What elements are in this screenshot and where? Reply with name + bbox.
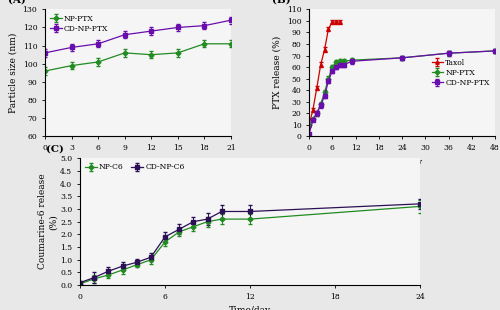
Legend: NP-C6, CD-NP-C6: NP-C6, CD-NP-C6 — [84, 162, 186, 173]
Text: (B): (B) — [272, 0, 290, 5]
Y-axis label: Particle size (nm): Particle size (nm) — [8, 33, 17, 113]
Y-axis label: PTX release (%): PTX release (%) — [272, 36, 281, 109]
Legend: Taxol, NP-PTX, CD-NP-PTX: Taxol, NP-PTX, CD-NP-PTX — [430, 57, 491, 89]
X-axis label: Time/day: Time/day — [117, 157, 159, 166]
Legend: NP-PTX, CD-NP-PTX: NP-PTX, CD-NP-PTX — [49, 13, 110, 34]
Y-axis label: Coumarine-6 release
(%): Coumarine-6 release (%) — [38, 174, 58, 269]
Text: (C): (C) — [46, 145, 64, 154]
Text: (A): (A) — [8, 0, 25, 5]
X-axis label: Time/day: Time/day — [381, 157, 423, 166]
X-axis label: Time/day: Time/day — [229, 306, 271, 310]
